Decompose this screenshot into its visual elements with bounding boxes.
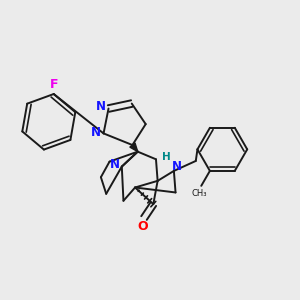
Polygon shape bbox=[130, 143, 138, 152]
Text: N: N bbox=[96, 100, 106, 113]
Text: F: F bbox=[50, 78, 58, 91]
Text: N: N bbox=[110, 158, 119, 171]
Text: CH₃: CH₃ bbox=[192, 189, 207, 198]
Text: H: H bbox=[162, 152, 170, 162]
Text: N: N bbox=[172, 160, 182, 173]
Text: O: O bbox=[137, 220, 148, 233]
Text: N: N bbox=[91, 126, 101, 139]
